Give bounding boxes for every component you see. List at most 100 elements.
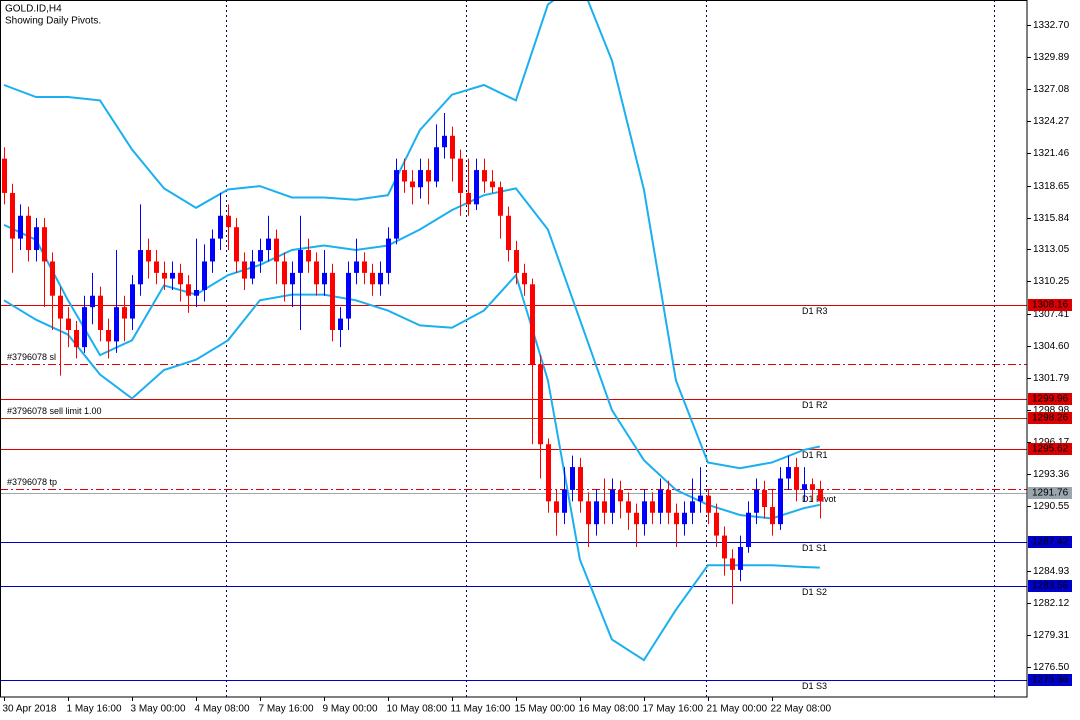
candle-body — [658, 489, 663, 513]
candle-body — [586, 501, 591, 525]
x-tick-label: 4 May 08:00 — [195, 704, 250, 715]
x-tick-label: 1 May 16:00 — [67, 704, 122, 715]
candle-body — [290, 272, 295, 285]
y-tick-label: 1298.98 — [1033, 405, 1070, 416]
candle-body — [650, 501, 655, 513]
pivot-label: D1 S2 — [802, 587, 827, 597]
y-tick-label: 1276.50 — [1033, 662, 1070, 673]
candle-body — [394, 170, 399, 239]
price-box — [1028, 393, 1072, 405]
price-box-label: 1287.42 — [1032, 537, 1069, 548]
price-box-label: 1283.56 — [1032, 581, 1069, 592]
candle-body — [778, 478, 783, 525]
pivot-label: D1 S3 — [802, 681, 827, 691]
y-tick-label: 1324.27 — [1033, 116, 1070, 127]
pivot-label: D1 S1 — [802, 543, 827, 553]
candle-body — [426, 170, 431, 182]
price-box — [1028, 580, 1072, 592]
y-tick-label: 1327.08 — [1033, 84, 1070, 95]
candle-body — [226, 215, 231, 228]
candle-body — [714, 512, 719, 536]
x-tick-label: 7 May 16:00 — [259, 704, 314, 715]
candle-body — [306, 250, 311, 262]
candle-body — [274, 238, 279, 262]
candle-body — [698, 495, 703, 502]
candle-body — [58, 295, 63, 319]
candle-body — [498, 187, 503, 216]
y-tick-label: 1296.17 — [1033, 437, 1070, 448]
candle-body — [410, 181, 415, 188]
x-tick-label: 11 May 16:00 — [451, 704, 511, 715]
candle-body — [618, 489, 623, 502]
candle-body — [674, 512, 679, 525]
candle-body — [794, 467, 799, 490]
x-tick-label: 22 May 08:00 — [771, 704, 832, 715]
candle-body — [138, 250, 143, 285]
price-box-label: 1298.26 — [1032, 413, 1069, 424]
y-tick-label: 1290.55 — [1033, 501, 1070, 512]
pivot-label: D1 R2 — [802, 400, 828, 410]
candle-body — [802, 484, 807, 490]
candle-body — [346, 272, 351, 319]
candle-body — [266, 238, 271, 251]
candle-body — [602, 501, 607, 513]
y-tick-label: 1315.84 — [1033, 213, 1070, 224]
candle-body — [386, 238, 391, 273]
candle-body — [2, 158, 7, 193]
candle-body — [170, 272, 175, 279]
candle-body — [570, 467, 575, 490]
candle-body — [514, 250, 519, 273]
x-tick-label: 16 May 08:00 — [579, 704, 640, 715]
order-label: #3796078 tp — [7, 477, 57, 487]
candle-body — [282, 261, 287, 285]
candle-body — [74, 329, 79, 348]
candle-body — [554, 501, 559, 513]
candle-body — [258, 250, 263, 262]
candle-body — [418, 170, 423, 188]
candle-body — [146, 250, 151, 262]
candle-body — [354, 261, 359, 273]
candle-body — [738, 547, 743, 570]
y-tick-label: 1293.36 — [1033, 469, 1070, 480]
y-tick-label: 1282.12 — [1033, 598, 1070, 609]
candle-body — [234, 227, 239, 262]
candle-body — [338, 318, 343, 330]
candle-body — [154, 261, 159, 273]
candle-body — [106, 329, 111, 342]
candle-body — [322, 272, 327, 285]
candle-body — [42, 227, 47, 262]
candle-body — [722, 535, 727, 559]
candle-body — [562, 489, 567, 513]
order-label: #3796078 sl — [7, 352, 56, 362]
y-tick-label: 1329.89 — [1033, 52, 1070, 63]
price-box-label: 1308.16 — [1032, 300, 1069, 311]
x-tick-label: 9 May 00:00 — [323, 704, 378, 715]
candle-body — [818, 489, 823, 502]
candle-body — [522, 272, 527, 285]
chart-title: GOLD.ID,H4 — [5, 4, 62, 15]
price-box — [1028, 674, 1072, 686]
x-tick-label: 30 Apr 2018 — [3, 704, 57, 715]
pivot-label: D1 R1 — [802, 450, 828, 460]
bollinger-band — [3, 187, 821, 520]
candle-body — [82, 307, 87, 348]
y-tick-label: 1321.46 — [1033, 148, 1070, 159]
candle-body — [682, 512, 687, 525]
price-box-label: 1295.62 — [1032, 444, 1069, 455]
x-tick-label: 3 May 00:00 — [131, 704, 186, 715]
candle-body — [482, 170, 487, 182]
candle-body — [442, 135, 447, 148]
candle-body — [202, 261, 207, 291]
candle-body — [210, 238, 215, 262]
order-label: #3796078 sell limit 1.00 — [7, 406, 102, 416]
candle-body — [474, 170, 479, 205]
y-tick-label: 1307.41 — [1033, 309, 1070, 320]
price-box — [1028, 299, 1072, 311]
candle-body — [730, 558, 735, 570]
candle-body — [450, 135, 455, 159]
candle-body — [130, 284, 135, 319]
candle-body — [458, 158, 463, 193]
candle-body — [250, 261, 255, 279]
